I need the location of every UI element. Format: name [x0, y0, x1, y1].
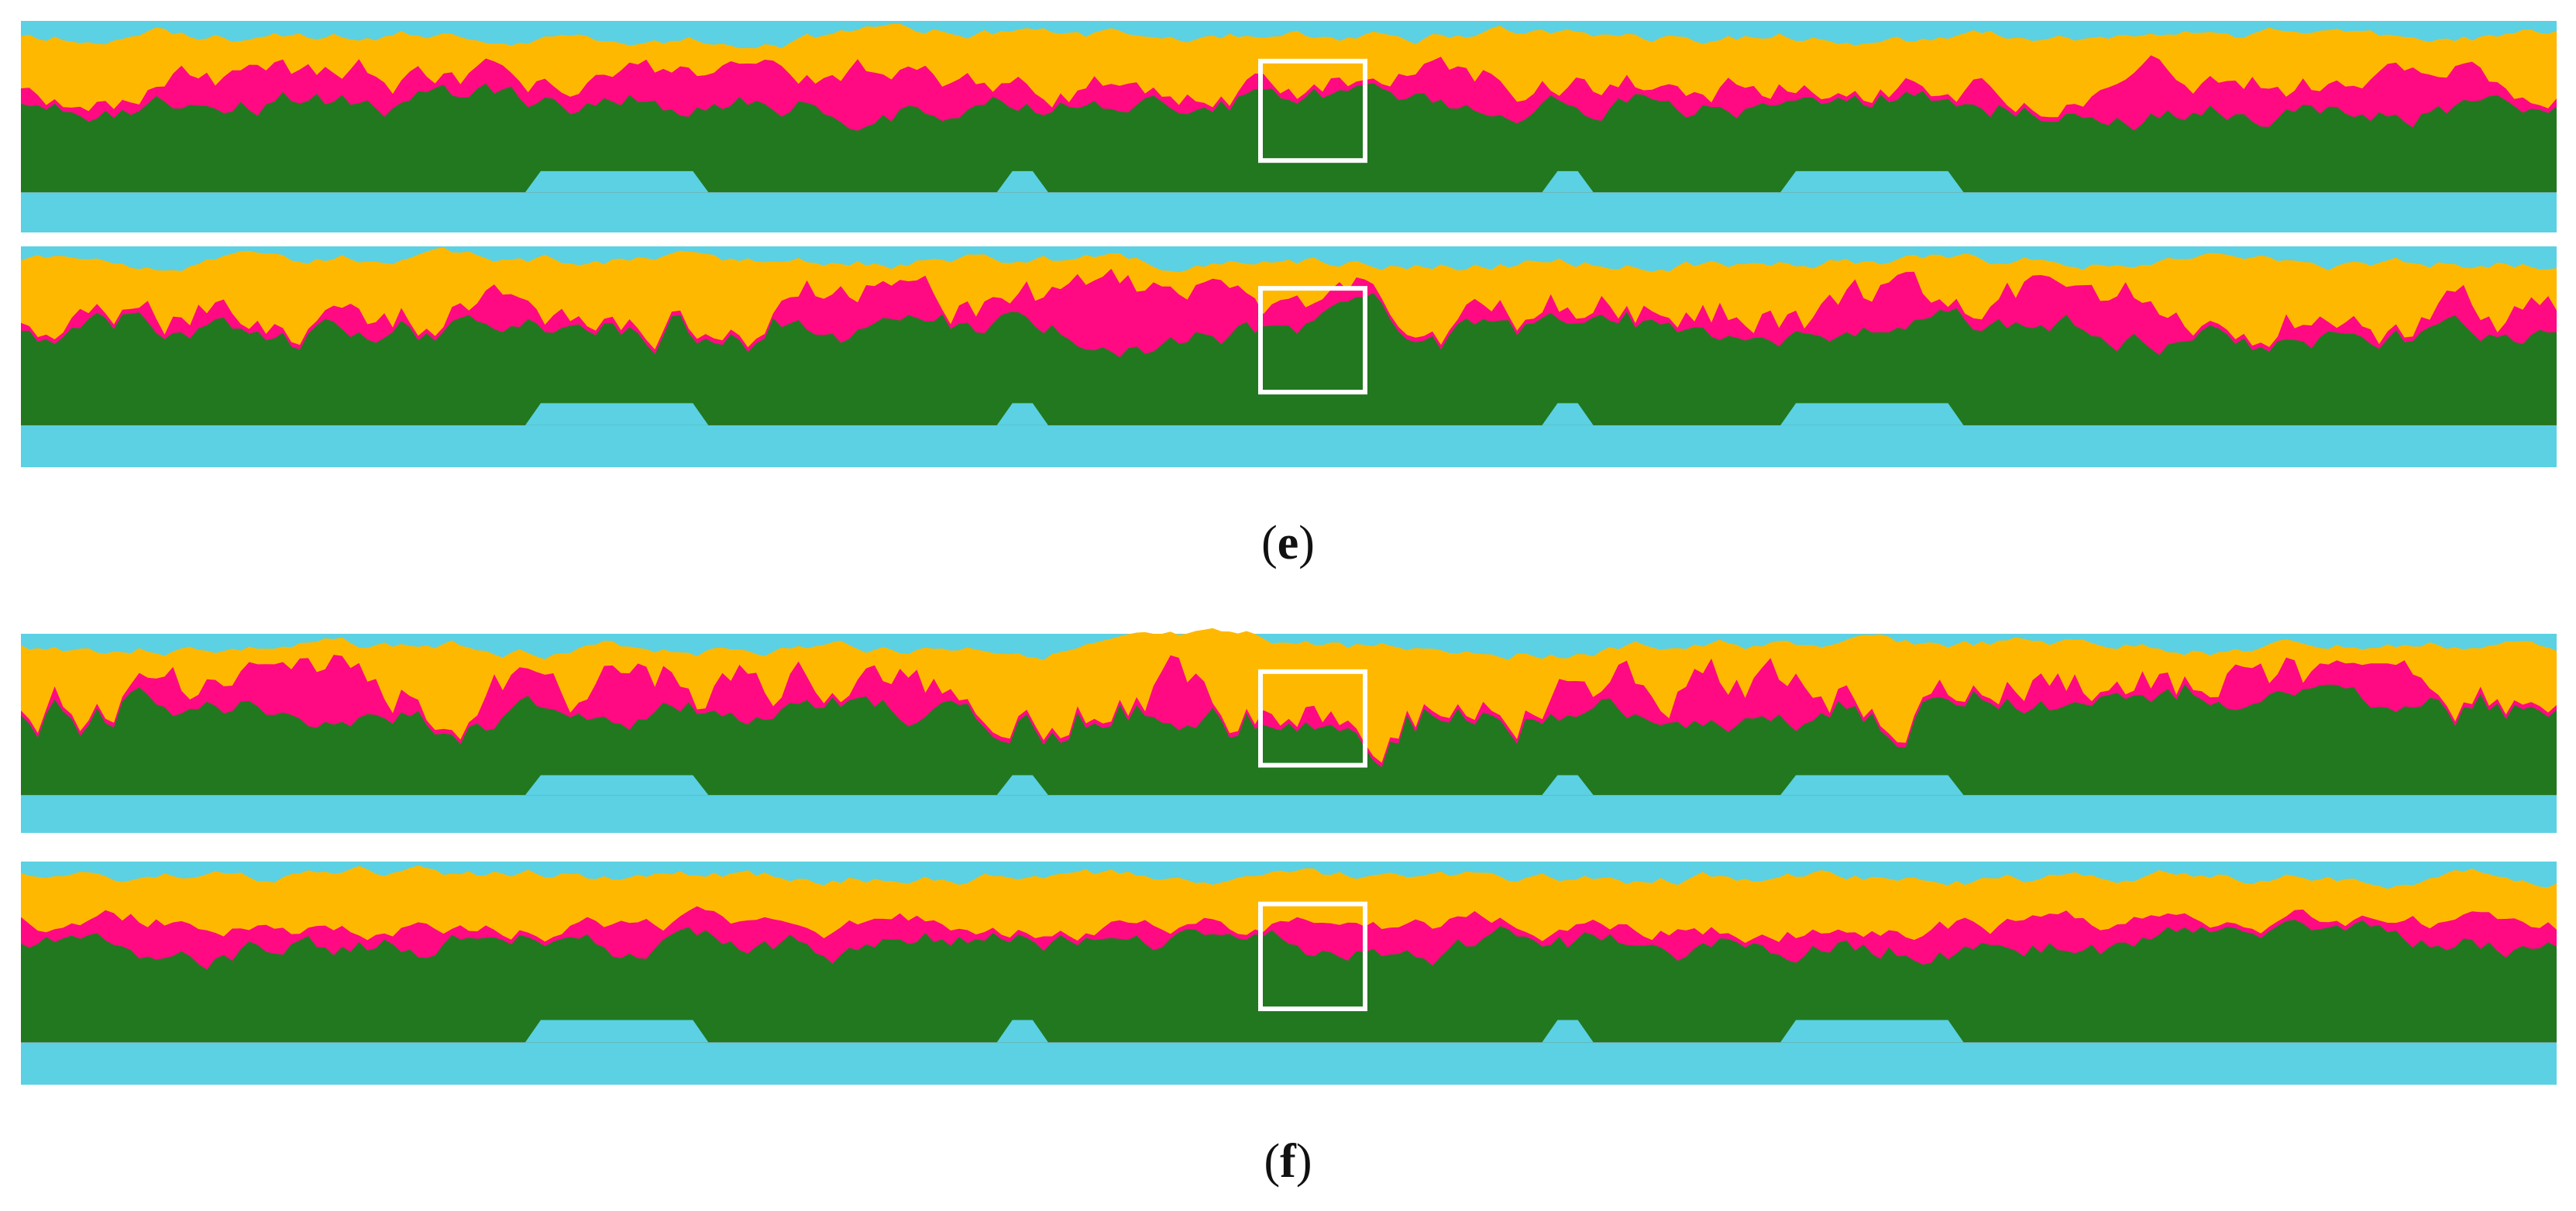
background-gap-3 [1542, 170, 1594, 193]
strip-2 [21, 246, 2557, 467]
background-gap-2 [996, 775, 1048, 796]
background-gap-1 [524, 775, 709, 796]
lower-region [21, 83, 2557, 193]
background-gap-3 [1542, 403, 1594, 425]
background-gap-4 [1780, 403, 1964, 425]
highlight-box [1258, 286, 1367, 395]
segmentation-strips [21, 21, 2557, 1085]
lower-region [21, 920, 2557, 1043]
strip-1 [21, 21, 2557, 232]
lower-region [21, 684, 2557, 796]
background-gap-3 [1542, 1020, 1594, 1043]
caption-e: (e) [1261, 517, 1315, 569]
background-gap-1 [524, 403, 709, 425]
strip-3 [21, 628, 2557, 833]
highlight-box [1258, 669, 1367, 768]
background-gap-1 [524, 170, 709, 193]
background-gap-4 [1780, 170, 1964, 193]
strip-4 [21, 862, 2557, 1085]
background-gap-4 [1780, 775, 1964, 796]
caption-f-label: f [1280, 1135, 1296, 1188]
background-gap-1 [524, 1020, 709, 1043]
background-gap-2 [996, 1020, 1048, 1043]
background-gap-4 [1780, 1020, 1964, 1043]
lower-region [21, 293, 2557, 425]
caption-f: (f) [1264, 1135, 1312, 1188]
background-gap-3 [1542, 775, 1594, 796]
caption-e-label: e [1277, 517, 1299, 569]
highlight-box [1258, 58, 1367, 163]
background-gap-2 [996, 403, 1048, 425]
highlight-box [1258, 901, 1367, 1012]
background-gap-2 [996, 170, 1048, 193]
